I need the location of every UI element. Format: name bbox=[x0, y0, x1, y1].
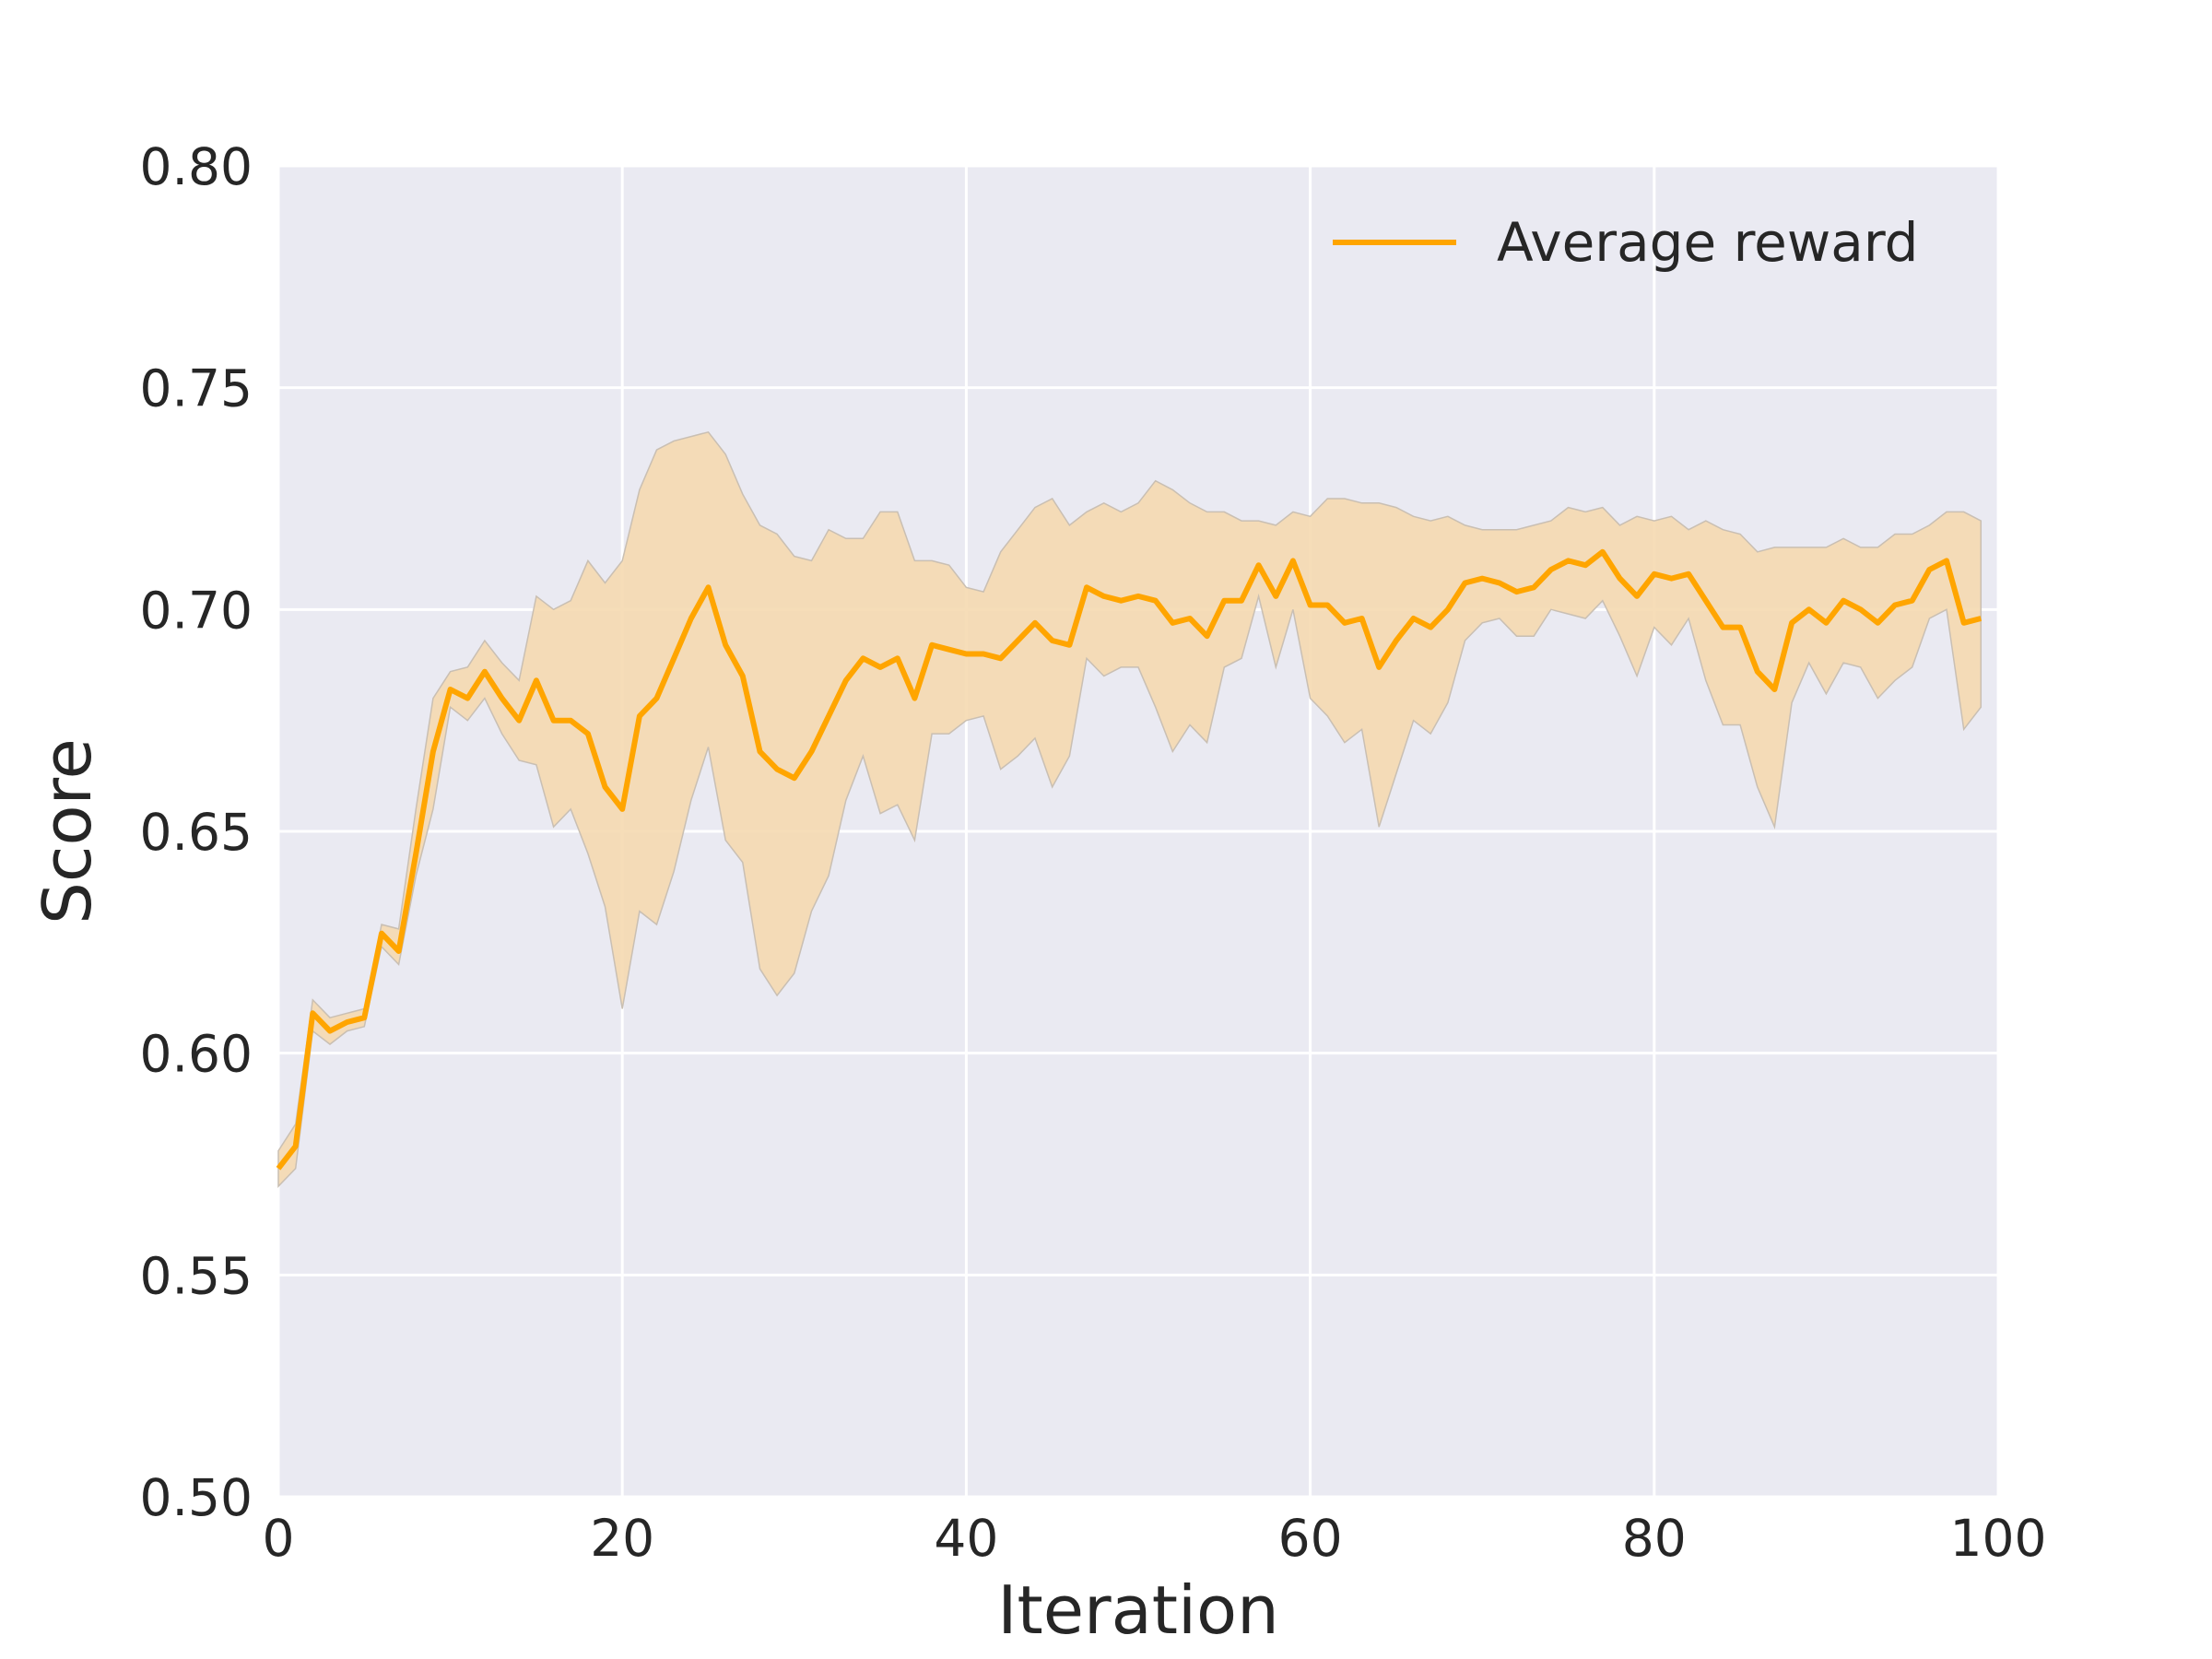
x-tick-label-0: 0 bbox=[263, 1509, 295, 1568]
y-axis-title: Score bbox=[29, 738, 106, 924]
y-tick-label-5: 0.75 bbox=[140, 359, 253, 418]
x-tick-label-4: 80 bbox=[1622, 1509, 1687, 1568]
band-series-0 bbox=[277, 430, 1983, 1188]
y-axis-ticks: 0.50 0.55 0.60 0.65 0.70 0.75 0.80 bbox=[140, 137, 253, 1527]
line-series-0 bbox=[276, 548, 1983, 1171]
x-tick-label-2: 40 bbox=[934, 1509, 998, 1568]
y-tick-label-0: 0.50 bbox=[140, 1468, 253, 1527]
legend-label-average-reward: Average reward bbox=[1497, 211, 1919, 274]
y-tick-label-4: 0.70 bbox=[140, 581, 253, 640]
x-tick-label-5: 100 bbox=[1950, 1509, 2047, 1568]
confidence-bands bbox=[277, 430, 1983, 1188]
x-tick-label-1: 20 bbox=[590, 1509, 654, 1568]
x-axis-title: Iteration bbox=[997, 1571, 1278, 1649]
y-tick-label-3: 0.65 bbox=[140, 803, 253, 862]
y-tick-label-2: 0.60 bbox=[140, 1025, 253, 1084]
y-tick-label-6: 0.80 bbox=[140, 137, 253, 196]
series-lines bbox=[276, 548, 1983, 1171]
legend: Average reward bbox=[1333, 211, 1919, 274]
x-axis-ticks: 0 20 40 60 80 100 bbox=[263, 1509, 2047, 1568]
y-tick-label-1: 0.55 bbox=[140, 1246, 253, 1305]
x-tick-label-3: 60 bbox=[1278, 1509, 1343, 1568]
